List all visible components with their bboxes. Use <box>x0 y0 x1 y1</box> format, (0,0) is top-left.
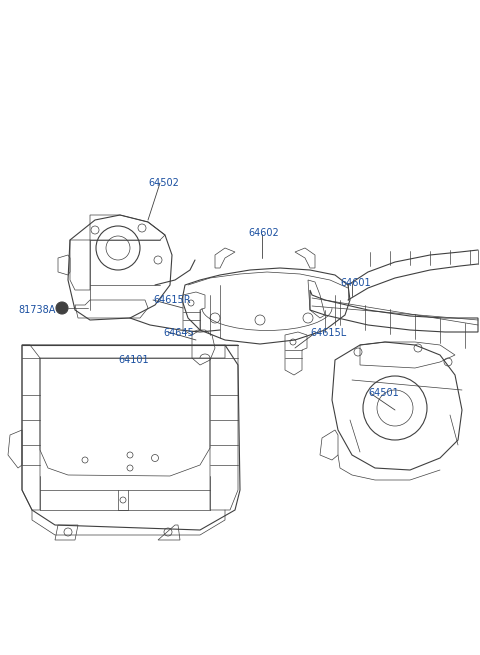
Text: 81738A: 81738A <box>18 305 55 315</box>
Text: 64602: 64602 <box>248 228 279 238</box>
Circle shape <box>56 302 68 314</box>
Text: 64601: 64601 <box>340 278 371 288</box>
Text: 64615R: 64615R <box>153 295 191 305</box>
Text: 64615L: 64615L <box>310 328 346 338</box>
Text: 64645: 64645 <box>163 328 194 338</box>
Text: 64502: 64502 <box>148 178 179 188</box>
Text: 64101: 64101 <box>118 355 149 365</box>
Text: 64501: 64501 <box>368 388 399 398</box>
